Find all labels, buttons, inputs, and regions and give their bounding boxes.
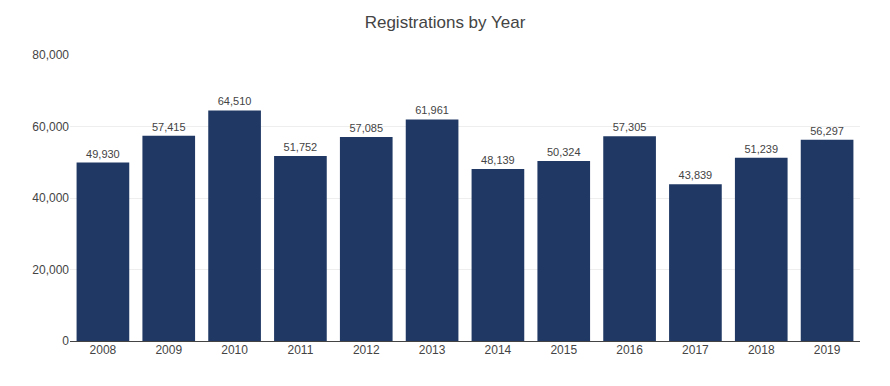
svg-text:0: 0	[62, 334, 69, 348]
svg-text:61,961: 61,961	[415, 104, 449, 116]
svg-text:57,085: 57,085	[349, 122, 383, 134]
svg-text:20,000: 20,000	[32, 263, 69, 277]
svg-text:2009: 2009	[155, 343, 182, 357]
svg-text:2011: 2011	[288, 343, 314, 357]
svg-text:80,000: 80,000	[32, 48, 69, 62]
svg-text:51,239: 51,239	[744, 143, 778, 155]
svg-text:57,415: 57,415	[152, 121, 186, 133]
svg-text:2013: 2013	[419, 343, 446, 357]
svg-text:57,305: 57,305	[613, 121, 647, 133]
svg-text:2016: 2016	[616, 343, 643, 357]
svg-text:2010: 2010	[221, 343, 248, 357]
svg-text:2015: 2015	[550, 343, 577, 357]
svg-text:51,752: 51,752	[284, 141, 318, 153]
svg-text:56,297: 56,297	[810, 125, 844, 137]
svg-text:2018: 2018	[748, 343, 775, 357]
svg-text:43,839: 43,839	[679, 169, 713, 181]
svg-text:48,139: 48,139	[481, 154, 515, 166]
svg-text:40,000: 40,000	[32, 191, 69, 205]
svg-text:64,510: 64,510	[218, 95, 252, 107]
svg-text:60,000: 60,000	[32, 120, 69, 134]
svg-text:2017: 2017	[682, 343, 709, 357]
svg-text:2014: 2014	[485, 343, 512, 357]
svg-text:2012: 2012	[353, 343, 380, 357]
svg-text:2008: 2008	[90, 343, 117, 357]
svg-text:49,930: 49,930	[86, 148, 120, 160]
svg-text:50,324: 50,324	[547, 146, 581, 158]
svg-text:2019: 2019	[814, 343, 841, 357]
svg-text:Registrations by Year: Registrations by Year	[365, 13, 526, 32]
